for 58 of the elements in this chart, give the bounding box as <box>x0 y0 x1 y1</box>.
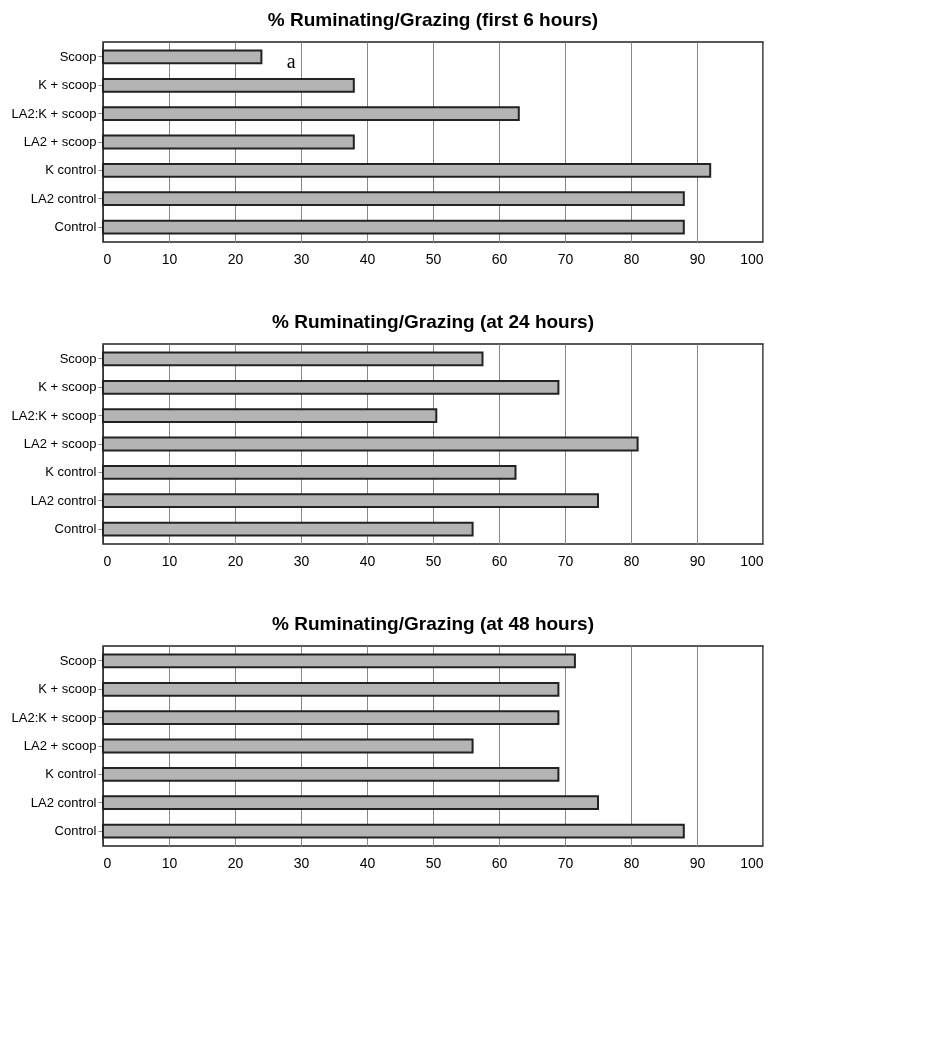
y-tick-label: Control <box>54 823 97 839</box>
chart-title: % Ruminating/Grazing (at 24 hours) <box>272 311 594 332</box>
y-tick-label: K control <box>45 162 97 178</box>
x-tick-label: 100 <box>740 552 764 569</box>
x-tick-label: 80 <box>623 250 640 267</box>
x-tick-label: 20 <box>227 854 244 871</box>
x-tick-label: 50 <box>425 854 442 871</box>
x-tick-label: 100 <box>740 250 764 267</box>
x-tick-label: 30 <box>293 854 310 871</box>
x-tick-label: 90 <box>689 250 706 267</box>
y-tick-label: Scoop <box>59 350 97 366</box>
x-tick-label: 70 <box>557 250 574 267</box>
y-tick-label: K control <box>45 766 97 782</box>
chart-title: % Ruminating/Grazing (first 6 hours) <box>267 9 599 30</box>
x-tick-label: 40 <box>359 552 376 569</box>
x-tick-label: 80 <box>623 552 640 569</box>
x-tick-label: 0 <box>103 250 112 267</box>
x-tick-label: 70 <box>557 854 574 871</box>
x-tick-label: 30 <box>293 552 310 569</box>
x-tick-label: 60 <box>491 250 508 267</box>
x-tick-label: 80 <box>623 854 640 871</box>
x-tick-label: 30 <box>293 250 310 267</box>
annotation: a <box>286 50 296 72</box>
y-tick-label: LA2 control <box>30 492 97 508</box>
x-tick-label: 60 <box>491 552 508 569</box>
x-tick-label: 10 <box>161 250 178 267</box>
x-tick-label: 40 <box>359 854 376 871</box>
y-tick-label: Control <box>54 521 97 537</box>
y-tick-label: LA2 control <box>30 794 97 810</box>
y-tick-label: Scoop <box>59 652 97 668</box>
x-tick-label: 90 <box>689 854 706 871</box>
y-tick-label: K control <box>45 464 97 480</box>
x-tick-label: 50 <box>425 250 442 267</box>
chart-title: % Ruminating/Grazing (at 48 hours) <box>272 613 594 634</box>
y-tick-label: K + scoop <box>38 681 97 697</box>
x-tick-label: 10 <box>161 854 178 871</box>
x-tick-label: 10 <box>161 552 178 569</box>
x-tick-label: 40 <box>359 250 376 267</box>
x-tick-label: 20 <box>227 552 244 569</box>
y-tick-label: LA2 + scoop <box>23 738 97 753</box>
y-tick-label: Scoop <box>59 48 97 64</box>
x-tick-label: 0 <box>103 552 112 569</box>
y-tick-label: LA2:K + scoop <box>11 407 97 423</box>
y-tick-label: Control <box>54 219 97 235</box>
x-tick-label: 20 <box>227 250 244 267</box>
y-tick-label: K + scoop <box>38 379 97 395</box>
y-tick-label: LA2 + scoop <box>23 436 97 451</box>
x-tick-label: 100 <box>740 854 764 871</box>
x-tick-label: 50 <box>425 552 442 569</box>
y-tick-label: K + scoop <box>38 77 97 93</box>
x-tick-label: 70 <box>557 552 574 569</box>
x-tick-label: 0 <box>103 854 112 871</box>
x-tick-label: 90 <box>689 552 706 569</box>
y-tick-label: LA2 + scoop <box>23 134 97 149</box>
x-tick-label: 60 <box>491 854 508 871</box>
y-tick-label: LA2 control <box>30 190 97 206</box>
y-tick-label: LA2:K + scoop <box>11 709 97 725</box>
y-tick-label: LA2:K + scoop <box>11 105 97 121</box>
